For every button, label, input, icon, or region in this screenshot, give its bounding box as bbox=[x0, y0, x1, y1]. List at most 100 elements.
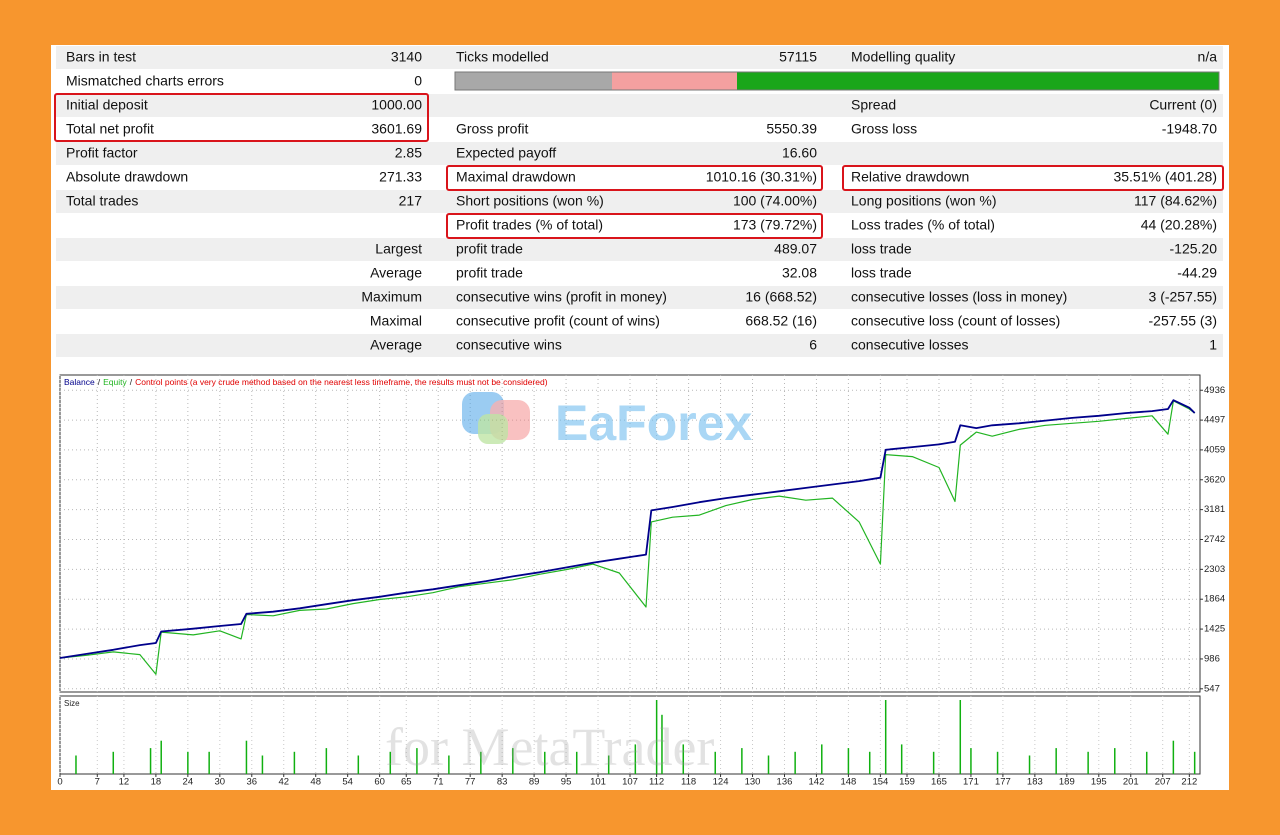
legend-entry: Balance bbox=[64, 377, 95, 387]
cell-value: Maximum bbox=[361, 289, 422, 305]
x-tick-label: 165 bbox=[931, 777, 947, 788]
cell-label: Profit factor bbox=[66, 145, 138, 161]
row-bg bbox=[56, 334, 1223, 357]
modelling-quality-bar bbox=[454, 71, 1220, 91]
cell-label: Mismatched charts errors bbox=[66, 73, 224, 89]
x-tick-label: 42 bbox=[278, 777, 289, 788]
highlight-box bbox=[54, 93, 429, 142]
x-tick-label: 118 bbox=[681, 777, 696, 788]
y-tick-label: 3620 bbox=[1204, 474, 1225, 485]
cell-value: 32.08 bbox=[782, 265, 817, 281]
legend-separator: / bbox=[130, 377, 133, 387]
x-tick-label: 36 bbox=[246, 777, 257, 788]
cell-label: consecutive wins bbox=[456, 337, 562, 353]
watermark: EaForex bbox=[462, 392, 753, 451]
bar-pink bbox=[612, 72, 737, 90]
x-tick-label: 195 bbox=[1091, 777, 1107, 788]
row-bg bbox=[56, 142, 1223, 165]
cell-value: -1948.70 bbox=[1162, 121, 1217, 137]
balance-chart: 5479861425186423032742318136204059449749… bbox=[57, 374, 1225, 788]
y-tick-label: 547 bbox=[1204, 683, 1220, 694]
x-tick-label: 154 bbox=[872, 777, 888, 788]
logo-shape bbox=[478, 414, 508, 444]
y-tick-label: 1425 bbox=[1204, 624, 1225, 635]
row-bg bbox=[56, 286, 1223, 309]
cell-value: 271.33 bbox=[379, 169, 422, 185]
cell-label: Expected payoff bbox=[456, 145, 556, 161]
cell-label: Absolute drawdown bbox=[66, 169, 188, 185]
x-tick-label: 148 bbox=[840, 777, 856, 788]
x-tick-label: 18 bbox=[151, 777, 162, 788]
size-label: Size bbox=[64, 699, 80, 708]
cell-label: Profit trades (% of total) bbox=[456, 217, 603, 233]
y-tick-label: 4059 bbox=[1204, 444, 1225, 455]
x-tick-label: 60 bbox=[374, 777, 385, 788]
x-tick-label: 48 bbox=[310, 777, 321, 788]
cell-value: Average bbox=[370, 337, 422, 353]
bar-green bbox=[737, 72, 1219, 90]
cell-label: Short positions (won %) bbox=[456, 193, 604, 209]
bar-gray bbox=[455, 72, 612, 90]
cell-value: 16.60 bbox=[782, 145, 817, 161]
y-tick-label: 3181 bbox=[1204, 504, 1225, 515]
cell-label: Total trades bbox=[66, 193, 138, 209]
x-tick-label: 201 bbox=[1123, 777, 1139, 788]
cell-label: Relative drawdown bbox=[851, 169, 969, 185]
x-tick-label: 159 bbox=[899, 777, 915, 788]
x-tick-label: 71 bbox=[433, 777, 444, 788]
x-tick-label: 130 bbox=[745, 777, 761, 788]
x-tick-label: 189 bbox=[1059, 777, 1075, 788]
cell-label: Bars in test bbox=[66, 49, 136, 65]
x-tick-label: 207 bbox=[1155, 777, 1171, 788]
x-tick-label: 112 bbox=[649, 777, 664, 788]
x-tick-label: 101 bbox=[590, 777, 606, 788]
x-tick-label: 177 bbox=[995, 777, 1011, 788]
cell-label: Modelling quality bbox=[851, 49, 955, 65]
x-tick-label: 24 bbox=[183, 777, 194, 788]
cell-value: -44.29 bbox=[1177, 265, 1217, 281]
x-tick-label: 142 bbox=[809, 777, 825, 788]
cell-value: 5550.39 bbox=[766, 121, 817, 137]
series-line bbox=[59, 400, 1196, 675]
cell-value: 3601.69 bbox=[371, 121, 422, 137]
cell-label: loss trade bbox=[851, 241, 912, 257]
logo-shape bbox=[462, 392, 504, 434]
cell-label: profit trade bbox=[456, 241, 523, 257]
cell-label: Long positions (won %) bbox=[851, 193, 997, 209]
x-tick-label: 212 bbox=[1181, 777, 1197, 788]
highlight-box bbox=[446, 165, 823, 191]
cell-value: 100 (74.00%) bbox=[733, 193, 817, 209]
x-tick-label: 12 bbox=[119, 777, 130, 788]
y-tick-label: 1864 bbox=[1204, 594, 1225, 605]
cell-label: consecutive profit (count of wins) bbox=[456, 313, 660, 329]
cell-value: 44 (20.28%) bbox=[1141, 217, 1217, 233]
cell-value: 35.51% (401.28) bbox=[1113, 169, 1217, 185]
cell-label: Maximal drawdown bbox=[456, 169, 576, 185]
cell-label: loss trade bbox=[851, 265, 912, 281]
logo-shape bbox=[490, 400, 530, 440]
cell-value: 3 (-257.55) bbox=[1149, 289, 1217, 305]
cell-value: 57115 bbox=[779, 49, 817, 65]
x-tick-label: 7 bbox=[95, 777, 100, 788]
cell-value: n/a bbox=[1198, 49, 1218, 65]
cell-value: 1000.00 bbox=[371, 97, 422, 113]
x-tick-label: 107 bbox=[622, 777, 638, 788]
legend-entry: Equity bbox=[103, 377, 127, 387]
cell-value: 668.52 (16) bbox=[745, 313, 817, 329]
cell-label: consecutive loss (count of losses) bbox=[851, 313, 1060, 329]
cell-value: -125.20 bbox=[1170, 241, 1218, 257]
cell-value: 217 bbox=[399, 193, 423, 209]
cell-value: 173 (79.72%) bbox=[733, 217, 817, 233]
highlight-box bbox=[446, 213, 823, 239]
cell-value: 1 bbox=[1209, 337, 1217, 353]
cell-label: consecutive losses bbox=[851, 337, 969, 353]
highlight-box bbox=[842, 165, 1224, 191]
x-tick-label: 183 bbox=[1027, 777, 1043, 788]
cell-label: consecutive wins (profit in money) bbox=[456, 289, 667, 305]
bar-frame bbox=[454, 71, 1220, 91]
legend: Balance / Equity / Control points (a very cr… bbox=[64, 377, 548, 387]
cell-value: Maximal bbox=[370, 313, 422, 329]
series-line bbox=[59, 399, 1196, 659]
